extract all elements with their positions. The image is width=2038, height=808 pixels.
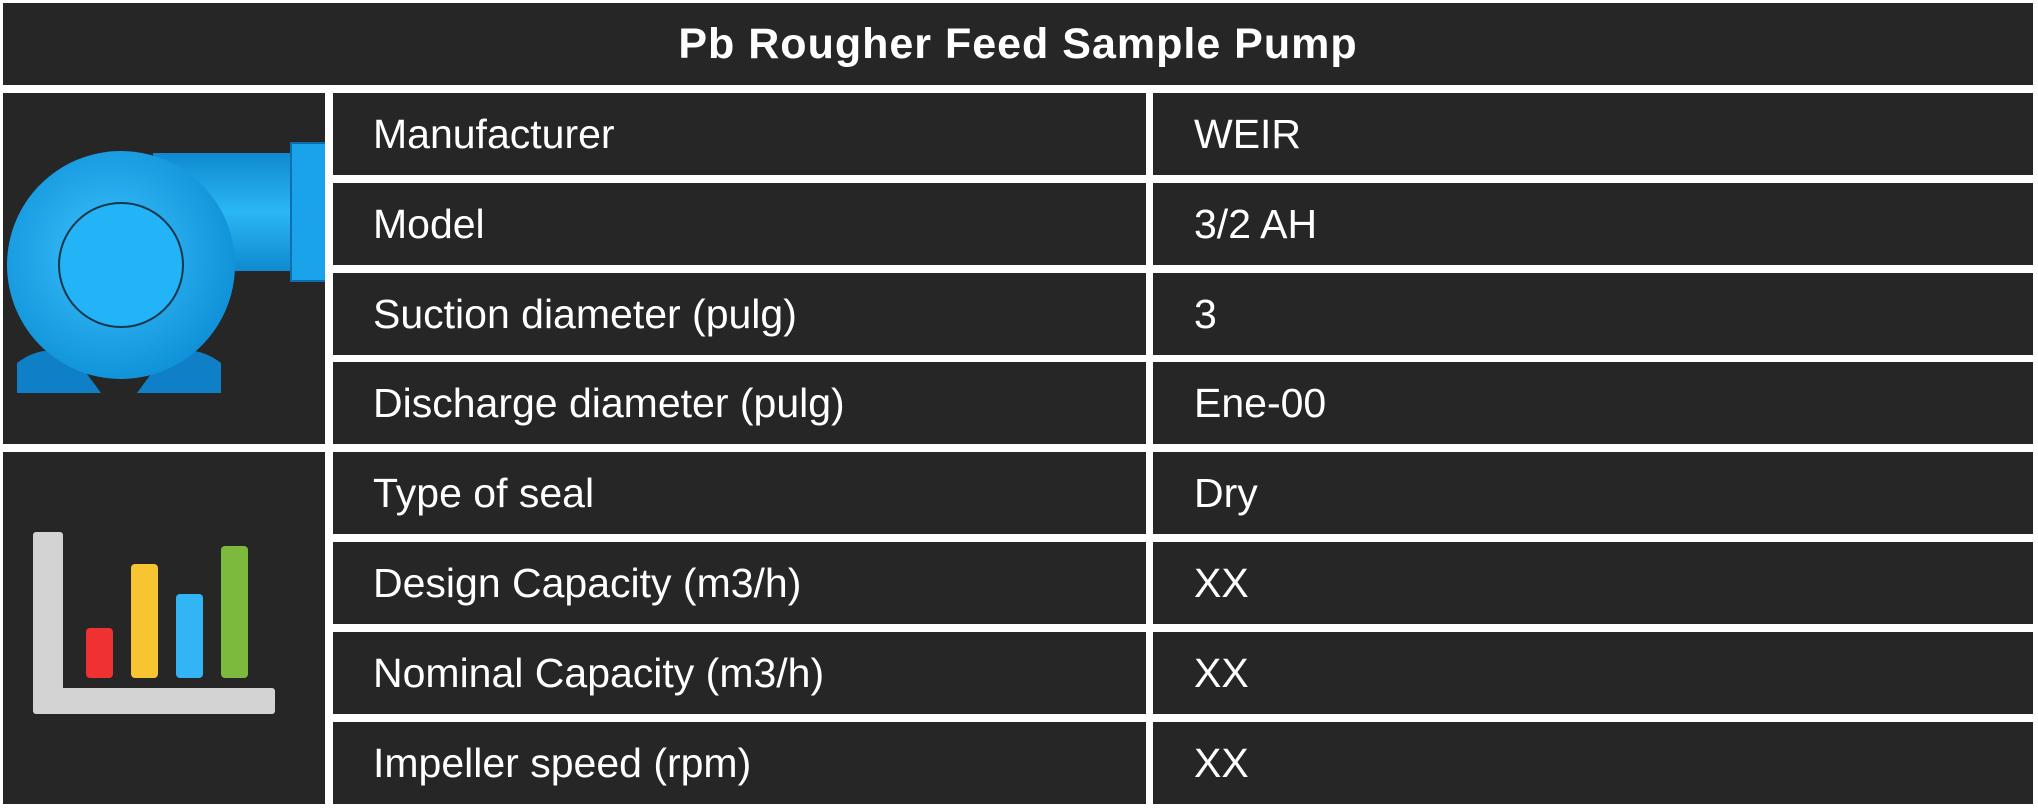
spec-label-model: Model	[333, 183, 1146, 265]
spec-label-nominal-capacity: Nominal Capacity (m3/h)	[333, 632, 1146, 714]
pump-icon-cell	[3, 93, 325, 444]
page-title: Pb Rougher Feed Sample Pump	[3, 3, 2033, 85]
chart-bar-3	[176, 594, 203, 678]
spec-value-model: 3/2 AH	[1153, 183, 2033, 265]
chart-bar-1	[86, 628, 113, 678]
spec-label-seal-type: Type of seal	[333, 452, 1146, 534]
spec-value-manufacturer: WEIR	[1153, 93, 2033, 175]
spec-value-nominal-capacity: XX	[1153, 632, 2033, 714]
spec-label-design-capacity: Design Capacity (m3/h)	[333, 542, 1146, 624]
pump-icon	[7, 142, 325, 393]
bar-chart-icon	[33, 532, 275, 714]
spec-value-seal-type: Dry	[1153, 452, 2033, 534]
spec-value-discharge-diameter: Ene-00	[1153, 362, 2033, 444]
spec-label-manufacturer: Manufacturer	[333, 93, 1146, 175]
spec-label-impeller-speed: Impeller speed (rpm)	[333, 722, 1146, 804]
chart-icon-cell	[3, 452, 325, 804]
chart-bar-2	[131, 564, 158, 678]
spec-value-impeller-speed: XX	[1153, 722, 2033, 804]
spec-label-suction-diameter: Suction diameter (pulg)	[333, 273, 1146, 355]
spec-value-design-capacity: XX	[1153, 542, 2033, 624]
spec-label-discharge-diameter: Discharge diameter (pulg)	[333, 362, 1146, 444]
chart-bar-4	[221, 546, 248, 678]
spec-value-suction-diameter: 3	[1153, 273, 2033, 355]
